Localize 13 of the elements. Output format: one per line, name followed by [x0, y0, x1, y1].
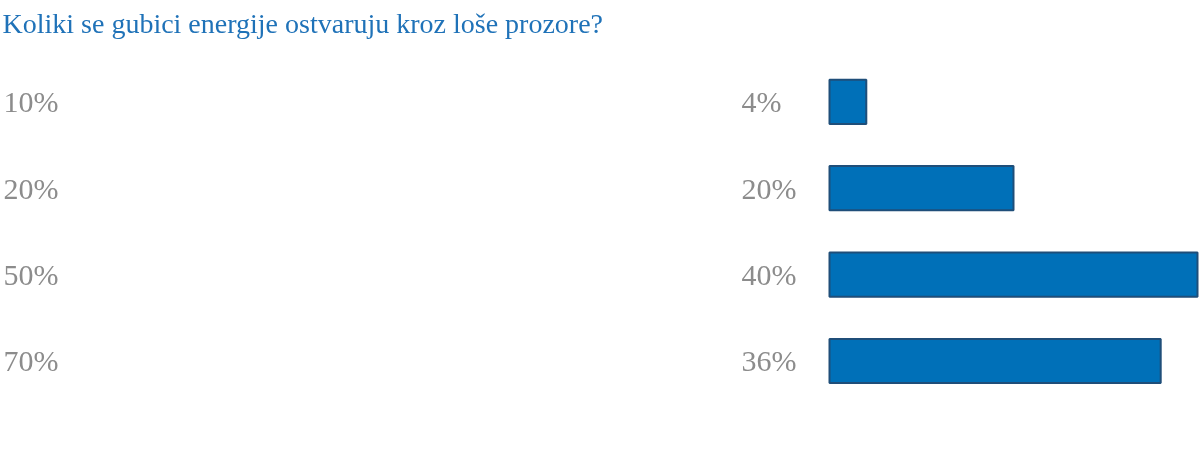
- text: Koliki se gubici energije ostvaruju kroz loše prozore?: [2, 7, 604, 39]
- data-label: 20%: [741, 171, 797, 205]
- bar: [828, 78, 868, 125]
- y-tick-label: 70%: [3, 344, 59, 378]
- bar: [828, 337, 1162, 385]
- y-tick-label: 50%: [3, 258, 59, 292]
- y-tick-label: 10%: [3, 85, 59, 119]
- data-label: 4%: [741, 85, 782, 119]
- bar: [828, 251, 1199, 298]
- bar: [828, 165, 1015, 212]
- y-tick-label: 20%: [3, 171, 59, 205]
- data-label: 36%: [741, 344, 797, 378]
- data-label: 40%: [741, 258, 797, 292]
